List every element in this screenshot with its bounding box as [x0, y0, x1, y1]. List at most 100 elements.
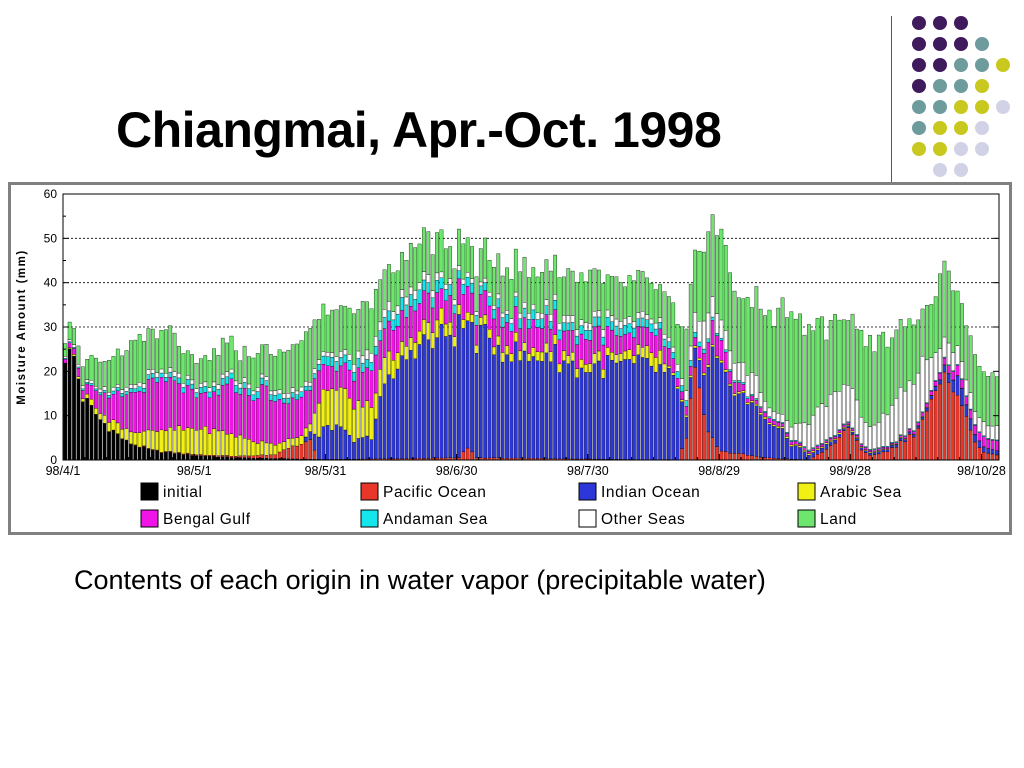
- bar-segment-land: [334, 309, 339, 357]
- bar-segment-land: [133, 339, 138, 385]
- bar-segment-indian-ocean: [754, 405, 759, 457]
- bar-segment-arabic-sea: [492, 346, 496, 355]
- bar-segment-other-seas: [107, 391, 111, 396]
- bar-segment-andaman-sea: [443, 289, 448, 301]
- bar-segment-arabic-sea: [789, 444, 794, 447]
- bar-segment-land: [225, 342, 229, 373]
- bar-segment-pacific-ocean: [938, 383, 942, 461]
- bar-segment-other-seas: [212, 381, 216, 387]
- bar-segment-bengal-gulf: [632, 337, 636, 356]
- bar-segment-land: [771, 326, 776, 412]
- bar-segment-bengal-gulf: [785, 433, 789, 437]
- bar-segment-indian-ocean: [627, 359, 632, 460]
- bar-segment-bengal-gulf: [124, 394, 129, 429]
- bar-segment-arabic-sea: [142, 430, 146, 447]
- bar-segment-bengal-gulf: [820, 444, 824, 447]
- bar-segment-arabic-sea: [308, 423, 313, 432]
- bar-segment-bengal-gulf: [317, 370, 321, 404]
- bar-segment-other-seas: [732, 363, 737, 381]
- bar-segment-arabic-sea: [841, 427, 846, 429]
- bar-segment-pacific-ocean: [295, 445, 299, 460]
- bar-segment-other-seas: [317, 359, 321, 365]
- bar-segment-arabic-sea: [426, 322, 431, 340]
- bar-segment-pacific-ocean: [872, 454, 877, 461]
- bar-segment-arabic-sea: [330, 388, 334, 431]
- bar-segment-other-seas: [653, 322, 658, 330]
- bar-segment-land: [505, 267, 509, 311]
- bar-segment-bengal-gulf: [164, 381, 168, 432]
- bar-segment-other-seas: [850, 388, 855, 429]
- bar-segment-arabic-sea: [247, 439, 251, 457]
- bar-segment-land: [63, 343, 68, 357]
- bar-segment-indian-ocean: [933, 386, 938, 391]
- bar-segment-indian-ocean: [325, 425, 330, 460]
- bar-segment-andaman-sea: [155, 377, 159, 383]
- bar-segment-land: [172, 332, 177, 372]
- bar-segment-land: [610, 276, 614, 316]
- bar-segment-initial: [168, 451, 173, 461]
- bar-segment-bengal-gulf: [894, 442, 899, 445]
- bar-segment-pacific-ocean: [968, 429, 973, 461]
- bar-segment-bengal-gulf: [321, 363, 326, 390]
- bar-segment-land: [194, 363, 199, 389]
- bar-segment-other-seas: [750, 372, 754, 395]
- bar-segment-land: [181, 353, 186, 384]
- bar-segment-arabic-sea: [181, 430, 186, 455]
- bar-segment-indian-ocean: [317, 436, 321, 460]
- bar-segment-other-seas: [439, 271, 444, 278]
- bar-segment-pacific-ocean: [876, 453, 881, 461]
- bar-segment-bengal-gulf: [492, 318, 496, 348]
- bar-segment-bengal-gulf: [890, 443, 894, 445]
- bar-segment-land: [422, 227, 426, 272]
- bar-segment-andaman-sea: [496, 298, 501, 308]
- bar-segment-other-seas: [658, 317, 662, 323]
- bar-segment-indian-ocean: [758, 414, 763, 458]
- bar-segment-pacific-ocean: [837, 437, 842, 461]
- bar-segment-andaman-sea: [671, 352, 676, 359]
- bar-segment-arabic-sea: [413, 342, 418, 359]
- bar-segment-indian-ocean: [916, 426, 921, 429]
- bar-segment-other-seas: [833, 391, 837, 436]
- bar-segment-andaman-sea: [640, 317, 645, 328]
- bar-segment-initial: [212, 456, 216, 461]
- bar-segment-land: [903, 326, 907, 392]
- bar-segment-arabic-sea: [443, 323, 448, 337]
- bar-segment-other-seas: [675, 363, 680, 372]
- decoration-dot: [975, 79, 989, 93]
- bar-segment-arabic-sea: [260, 440, 264, 456]
- bar-segment-indian-ocean: [653, 371, 658, 460]
- bar-segment-bengal-gulf: [404, 317, 409, 347]
- bar-segment-initial: [133, 445, 138, 461]
- bar-segment-arabic-sea: [290, 437, 295, 447]
- bar-segment-bengal-gulf: [343, 362, 348, 389]
- bar-segment-land: [623, 286, 627, 319]
- bar-segment-other-seas: [207, 387, 212, 393]
- bar-segment-land: [487, 260, 492, 293]
- bar-segment-indian-ocean: [841, 428, 846, 431]
- bar-segment-arabic-sea: [640, 347, 645, 358]
- bar-segment-land: [588, 269, 593, 324]
- bar-segment-indian-ocean: [483, 324, 488, 459]
- bar-segment-indian-ocean: [824, 444, 829, 450]
- bar-segment-other-seas: [719, 319, 724, 339]
- bar-segment-land: [94, 357, 98, 387]
- y-tick-label: 50: [44, 231, 58, 245]
- bar-segment-other-seas: [741, 362, 746, 383]
- bar-segment-land: [107, 359, 111, 393]
- bar-segment-andaman-sea: [448, 284, 453, 296]
- bar-segment-arabic-sea: [802, 450, 807, 452]
- bar-segment-andaman-sea: [247, 388, 251, 396]
- bar-segment-bengal-gulf: [767, 417, 772, 423]
- bar-segment-pacific-ocean: [964, 416, 969, 461]
- bar-segment-arabic-sea: [268, 442, 273, 455]
- y-tick-label: 10: [44, 409, 58, 423]
- bar-segment-pacific-ocean: [264, 455, 269, 459]
- bar-segment-arabic-sea: [89, 398, 94, 406]
- bar-segment-pacific-ocean: [903, 441, 907, 461]
- bar-segment-other-seas: [898, 387, 903, 435]
- bar-segment-bengal-gulf: [487, 305, 492, 330]
- bar-segment-other-seas: [868, 426, 872, 450]
- bar-segment-land: [806, 324, 811, 426]
- bar-segment-bengal-gulf: [916, 422, 921, 426]
- bar-segment-bengal-gulf: [159, 377, 164, 431]
